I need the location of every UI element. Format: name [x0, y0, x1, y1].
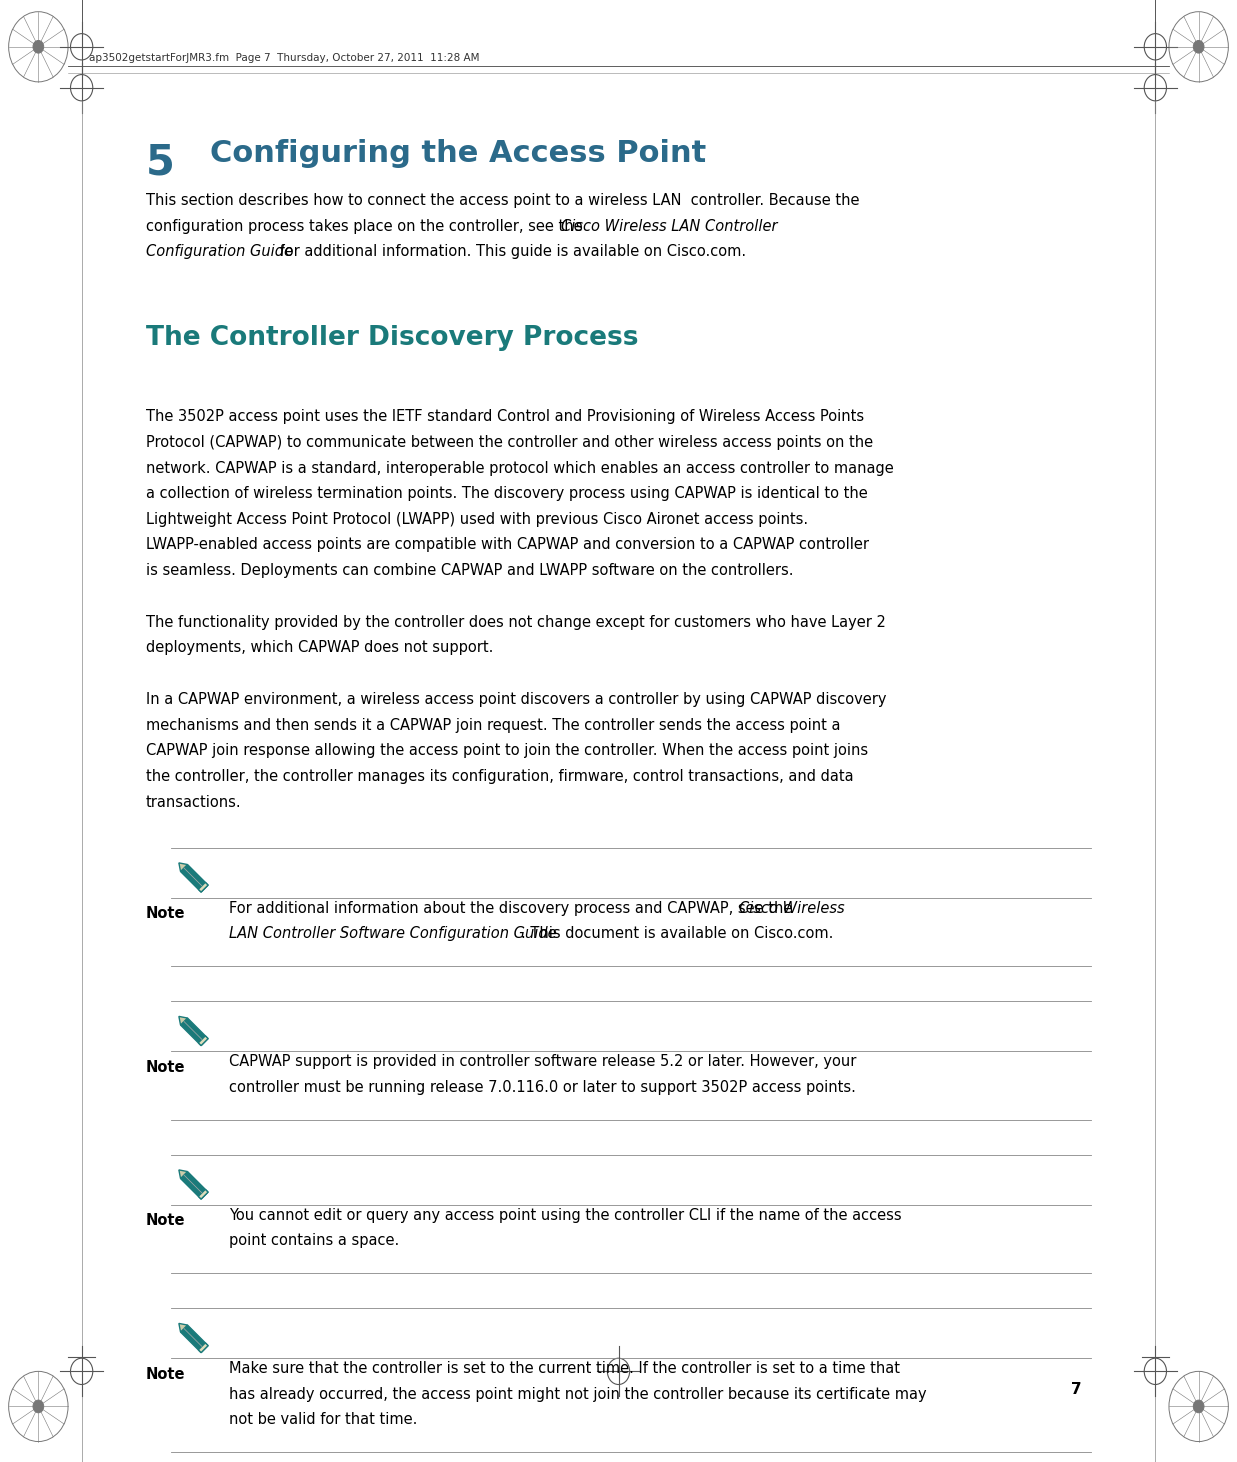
Text: Note: Note — [146, 1213, 186, 1228]
Text: LWAPP-enabled access points are compatible with CAPWAP and conversion to a CAPWA: LWAPP-enabled access points are compatib… — [146, 538, 868, 553]
Text: configuration process takes place on the controller, see the: configuration process takes place on the… — [146, 218, 588, 234]
Polygon shape — [179, 1170, 188, 1178]
Text: is seamless. Deployments can combine CAPWAP and LWAPP software on the controller: is seamless. Deployments can combine CAP… — [146, 563, 793, 577]
Text: point contains a space.: point contains a space. — [229, 1234, 400, 1249]
Polygon shape — [179, 1016, 188, 1025]
Text: for additional information. This guide is available on Cisco.com.: for additional information. This guide i… — [275, 244, 746, 259]
Text: 7: 7 — [1071, 1382, 1081, 1396]
Text: the controller, the controller manages its configuration, firmware, control tran: the controller, the controller manages i… — [146, 769, 854, 784]
Text: CAPWAP support is provided in controller software release 5.2 or later. However,: CAPWAP support is provided in controller… — [229, 1054, 856, 1069]
Text: For additional information about the discovery process and CAPWAP, see the: For additional information about the dis… — [229, 901, 797, 915]
Text: has already occurred, the access point might not join the controller because its: has already occurred, the access point m… — [229, 1387, 927, 1402]
Text: The 3502P access point uses the IETF standard Control and Provisioning of Wirele: The 3502P access point uses the IETF sta… — [146, 409, 865, 424]
Text: Make sure that the controller is set to the current time. If the controller is s: Make sure that the controller is set to … — [229, 1361, 899, 1376]
Polygon shape — [198, 1190, 208, 1199]
Circle shape — [33, 1401, 43, 1412]
Text: CAPWAP join response allowing the access point to join the controller. When the : CAPWAP join response allowing the access… — [146, 744, 868, 759]
Polygon shape — [181, 864, 208, 892]
Text: Note: Note — [146, 1060, 186, 1075]
Text: This section describes how to connect the access point to a wireless LAN  contro: This section describes how to connect th… — [146, 193, 860, 208]
Text: Lightweight Access Point Protocol (LWAPP) used with previous Cisco Aironet acces: Lightweight Access Point Protocol (LWAPP… — [146, 512, 808, 526]
Text: Configuration Guide: Configuration Guide — [146, 244, 293, 259]
Text: Note: Note — [146, 1367, 186, 1382]
Text: 5: 5 — [146, 142, 174, 184]
Text: Configuring the Access Point: Configuring the Access Point — [210, 139, 706, 168]
Text: network. CAPWAP is a standard, interoperable protocol which enables an access co: network. CAPWAP is a standard, interoper… — [146, 461, 893, 475]
Text: Cisco Wireless: Cisco Wireless — [738, 901, 845, 915]
Polygon shape — [181, 1171, 208, 1199]
Polygon shape — [181, 1018, 208, 1045]
Text: ap3502getstartForJMR3.fm  Page 7  Thursday, October 27, 2011  11:28 AM: ap3502getstartForJMR3.fm Page 7 Thursday… — [89, 53, 480, 63]
Text: Protocol (CAPWAP) to communicate between the controller and other wireless acces: Protocol (CAPWAP) to communicate between… — [146, 436, 873, 450]
Text: transactions.: transactions. — [146, 795, 241, 810]
Polygon shape — [198, 1344, 208, 1352]
Polygon shape — [198, 1037, 208, 1045]
Circle shape — [1194, 1401, 1204, 1412]
Circle shape — [1194, 41, 1204, 53]
Text: Cisco Wireless LAN Controller: Cisco Wireless LAN Controller — [560, 218, 778, 234]
Circle shape — [33, 41, 43, 53]
Text: deployments, which CAPWAP does not support.: deployments, which CAPWAP does not suppo… — [146, 640, 494, 655]
Polygon shape — [179, 1323, 188, 1332]
Text: . This document is available on Cisco.com.: . This document is available on Cisco.co… — [521, 927, 834, 942]
Text: In a CAPWAP environment, a wireless access point discovers a controller by using: In a CAPWAP environment, a wireless acce… — [146, 693, 887, 708]
Text: The functionality provided by the controller does not change except for customer: The functionality provided by the contro… — [146, 616, 886, 630]
Text: controller must be running release 7.0.116.0 or later to support 3502P access po: controller must be running release 7.0.1… — [229, 1080, 856, 1095]
Text: LAN Controller Software Configuration Guide: LAN Controller Software Configuration Gu… — [229, 927, 557, 942]
Text: mechanisms and then sends it a CAPWAP join request. The controller sends the acc: mechanisms and then sends it a CAPWAP jo… — [146, 718, 840, 732]
Text: not be valid for that time.: not be valid for that time. — [229, 1412, 417, 1427]
Text: a collection of wireless termination points. The discovery process using CAPWAP : a collection of wireless termination poi… — [146, 487, 867, 501]
Text: Note: Note — [146, 906, 186, 921]
Text: The Controller Discovery Process: The Controller Discovery Process — [146, 325, 638, 351]
Text: You cannot edit or query any access point using the controller CLI if the name o: You cannot edit or query any access poin… — [229, 1208, 902, 1222]
Polygon shape — [198, 883, 208, 892]
Polygon shape — [179, 863, 188, 871]
Polygon shape — [181, 1325, 208, 1352]
